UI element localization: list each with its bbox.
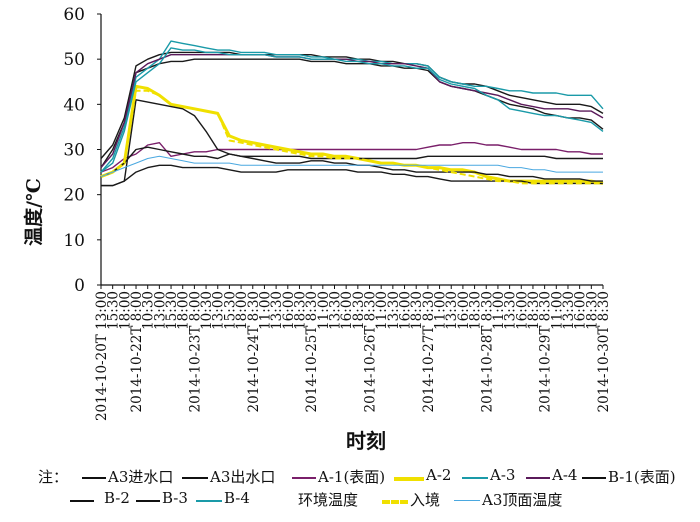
x-tick-label: 16:00 (514, 291, 530, 330)
legend-swatch-a3-outlet (182, 477, 208, 479)
x-tick-label: 2014-10-30T 8:30 (596, 291, 612, 412)
x-tick-label: 10:30 (141, 291, 157, 330)
legend-swatch-a2 (394, 477, 424, 481)
x-tick-label: 11:00 (316, 291, 332, 330)
series-line-6 (101, 99, 603, 187)
y-tick-label: 60 (63, 5, 85, 25)
legend-swatch-a3-inlet (82, 477, 106, 479)
x-tick-label: 16:00 (456, 291, 472, 330)
legend-swatch-b3 (136, 500, 160, 502)
x-tick-label: 16:00 (398, 291, 414, 330)
x-tick-label: 13:30 (561, 291, 577, 330)
y-tick-label: 10 (63, 231, 85, 251)
x-tick-label: 11:00 (433, 291, 449, 330)
series-line-2 (100, 141, 603, 173)
legend-item-a2: A-2 (426, 466, 452, 484)
series-line-1 (100, 58, 604, 168)
x-tick-label: 18:30 (292, 291, 308, 330)
legend-item-a3: A-3 (490, 466, 516, 484)
series-line-0 (100, 51, 604, 159)
series-line-7 (101, 164, 603, 187)
x-tick-label: 2014-10-28T 8:30 (479, 291, 495, 412)
x-tick-label: 18:30 (526, 291, 542, 330)
x-tick-label: 2014-10-25T 8:30 (304, 291, 320, 412)
x-tick-label: 11:00 (491, 291, 507, 330)
chart-series-layer (100, 40, 604, 187)
legend-item-a4: A-4 (552, 466, 578, 484)
x-tick-label: 13:30 (269, 291, 285, 330)
x-tick-label: 2014-10-26T 8:30 (363, 291, 379, 412)
y-tick-labels: 0 10 20 30 40 50 60 (63, 5, 101, 296)
x-tick-label: 10:30 (199, 291, 215, 330)
x-tick-label: 2014-10-29T 8:30 (538, 291, 554, 412)
x-tick-label: 18:00 (234, 291, 250, 330)
x-tick-label: 15:30 (106, 291, 122, 330)
legend-item-b3: B-3 (162, 489, 188, 507)
series-line-9 (100, 47, 604, 173)
x-tick-label: 18:00 (117, 291, 133, 330)
x-tick-label: 11:00 (374, 291, 390, 330)
legend-swatch-a1 (292, 477, 316, 479)
x-tick-label: 13:30 (503, 291, 519, 330)
x-tick-label: 13:30 (386, 291, 402, 330)
x-tick-label: 16:00 (573, 291, 589, 330)
legend-swatch-b1 (582, 477, 606, 479)
legend-prefix: 注： (38, 468, 69, 486)
legend-swatch-entry (382, 500, 408, 504)
x-tick-label: 16:00 (339, 291, 355, 330)
legend-item-entry: 入境 (410, 491, 441, 509)
legend-item-b4: B-4 (224, 489, 250, 507)
y-tick-label: 50 (63, 50, 85, 70)
x-tick-label: 18:30 (584, 291, 600, 330)
x-tick-label: 2014-10-23T 8:00 (187, 291, 203, 412)
legend-item-a3-inlet: A3进水口 (108, 468, 174, 486)
x-tick-label: 18:30 (468, 291, 484, 330)
x-tick-label: 11:00 (257, 291, 273, 330)
y-tick-label: 0 (74, 276, 85, 296)
legend-item-a3-outlet: A3出水口 (210, 468, 276, 486)
y-tick-label: 30 (63, 141, 85, 161)
x-tick-label: 18:30 (409, 291, 425, 330)
x-tick-label: 18:00 (176, 291, 192, 330)
x-tick-label: 11:00 (549, 291, 565, 330)
series-line-8 (100, 146, 603, 182)
series-line-11 (100, 89, 603, 185)
x-tick-label: 13:30 (444, 291, 460, 330)
y-tick-label: 40 (63, 95, 85, 115)
legend-item-ambient: 环境温度 (298, 491, 359, 509)
x-tick-label: 13:30 (327, 291, 343, 330)
x-tick-label: 18:30 (351, 291, 367, 330)
x-tick-label: 2014-10-20T 13:00 (94, 291, 110, 421)
legend-swatch-a3 (462, 477, 488, 479)
legend-swatch-b4 (196, 500, 222, 502)
legend-item-a1: A-1(表面) (318, 468, 386, 486)
x-tick-label: 2014-10-27T 8:30 (421, 291, 437, 412)
series-line-5 (100, 54, 604, 169)
x-tick-label: 15:30 (164, 291, 180, 330)
legend-swatch-b2-row2 (70, 500, 94, 502)
legend-swatch-a3-top (454, 500, 480, 501)
x-axis-label: 时刻 (346, 429, 386, 453)
y-axis-label: 温度/℃ (22, 178, 45, 246)
y-tick-label: 20 (63, 186, 85, 206)
x-tick-label: 15:30 (222, 291, 238, 330)
legend-swatch-a4 (526, 477, 550, 479)
legend-item-b2: B-2 (104, 489, 130, 507)
x-tick-label: 13:00 (211, 291, 227, 330)
x-tick-label: 13:00 (152, 291, 168, 330)
legend-item-a3-top: A3顶面温度 (482, 491, 563, 509)
series-line-4 (100, 40, 604, 173)
legend-item-b1: B-1(表面) (608, 468, 676, 486)
x-tick-label: 16:00 (281, 291, 297, 330)
x-tick-label: 2014-10-24T 8:30 (246, 291, 262, 412)
x-tick-label: 2014-10-22T 8:00 (129, 291, 145, 412)
series-line-12 (100, 155, 603, 178)
